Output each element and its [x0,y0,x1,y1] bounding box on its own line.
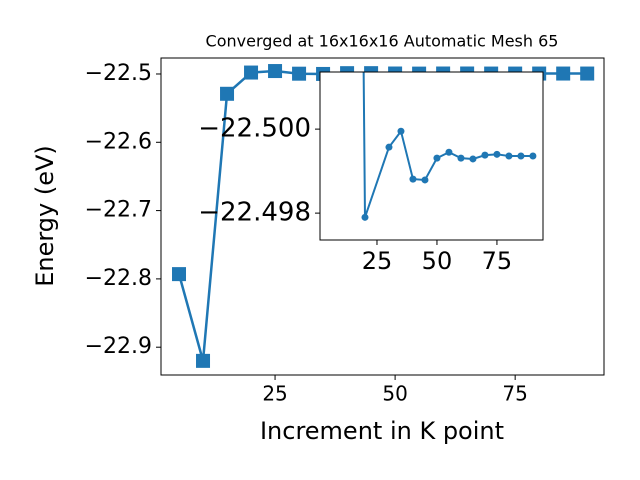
marker [517,152,525,160]
x-tick-label: 75 [482,247,513,275]
marker [196,353,211,368]
marker [556,66,571,81]
y-tick-label: −22.500 [198,114,311,144]
y-tick-label: −22.9 [85,334,152,359]
x-tick-label: 25 [262,382,287,406]
marker [172,267,187,282]
y-tick-label: −22.7 [85,198,152,223]
marker [244,65,259,80]
marker [493,150,501,158]
x-axis-label: Increment in K point [260,417,504,445]
marker [409,175,417,183]
marker [385,143,393,151]
axes-frame [160,57,605,376]
marker [220,86,235,101]
marker [469,155,477,163]
plot-clip [361,72,537,221]
marker [433,154,441,162]
marker [481,151,489,159]
marker [268,64,283,79]
marker [445,148,453,156]
marker [397,127,405,135]
marker [580,66,595,81]
marker [421,176,429,184]
y-tick-label: −22.5 [85,61,152,86]
x-tick-label: 50 [382,382,407,406]
chart-title: Converged at 16x16x16 Automatic Mesh 65 [206,32,559,51]
marker [292,66,307,81]
marker [529,152,537,160]
y-tick-label: −22.6 [85,129,152,154]
marker [505,152,513,160]
x-tick-label: 25 [362,247,393,275]
x-tick-label: 50 [422,247,453,275]
axes-frame [319,71,544,241]
x-tick-label: 75 [502,382,527,406]
y-axis-label: Energy (eV) [31,145,59,287]
marker [457,154,465,162]
marker [361,213,369,221]
y-tick-label: −22.8 [85,266,152,291]
y-tick-label: −22.498 [198,198,311,228]
